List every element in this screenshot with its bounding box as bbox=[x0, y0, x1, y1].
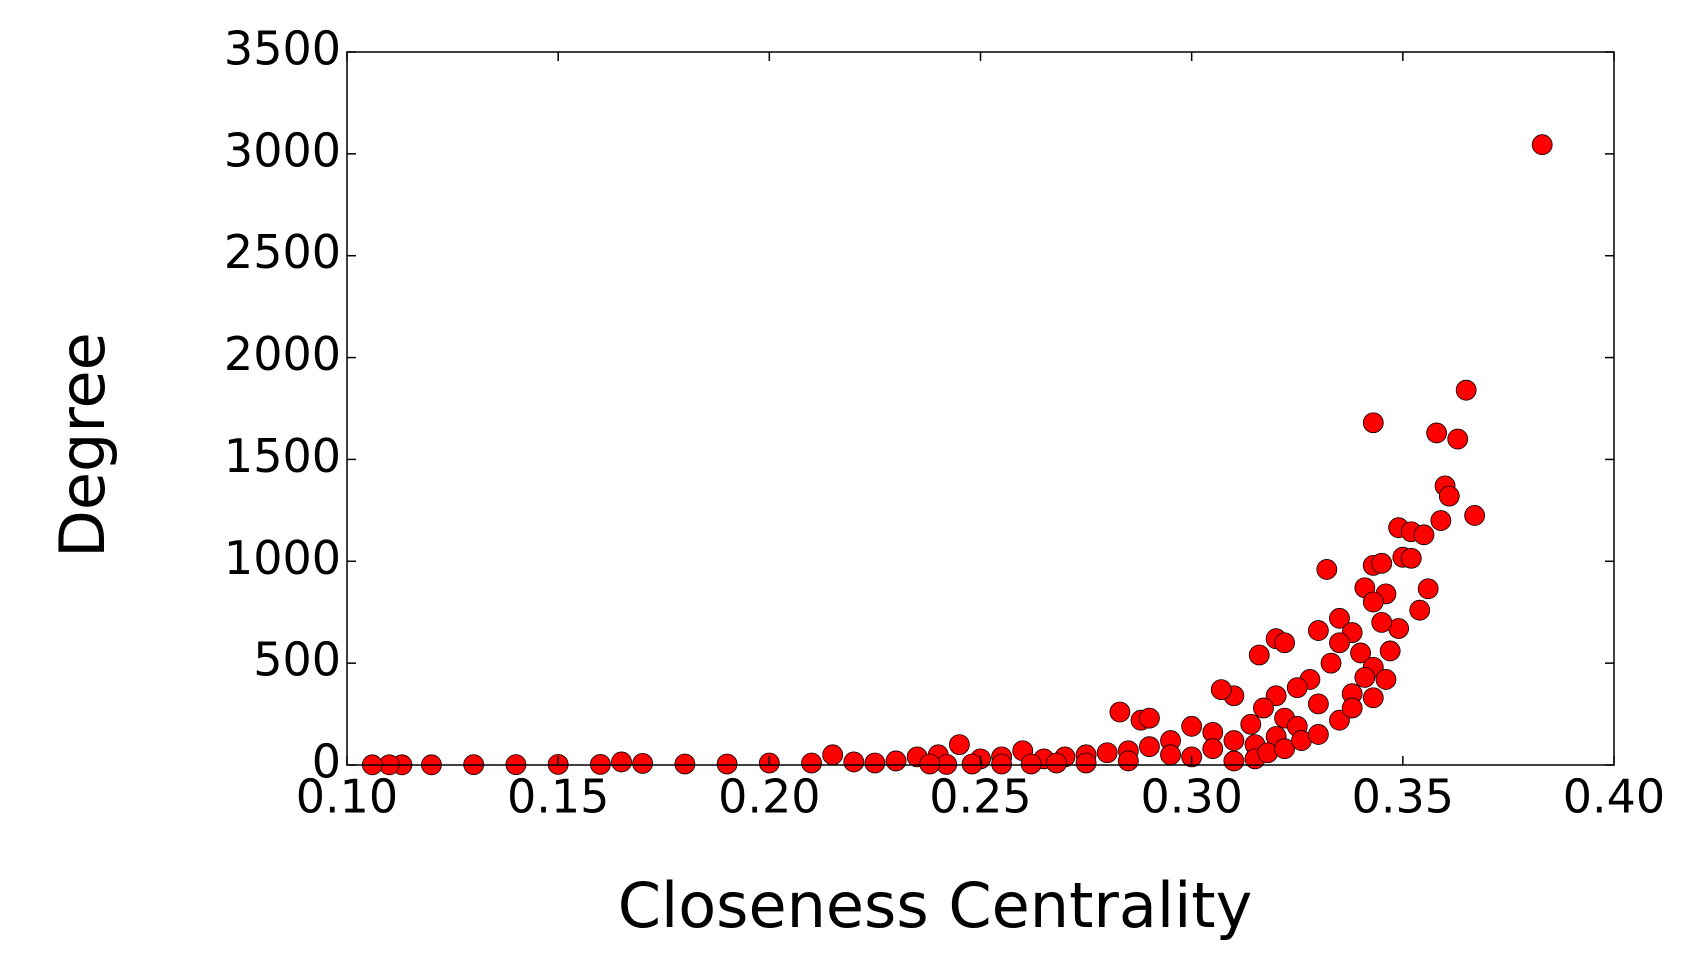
point bbox=[1160, 744, 1181, 766]
y-tick-label: 0 bbox=[312, 735, 341, 789]
point bbox=[1139, 707, 1160, 729]
x-tick-label: 0.40 bbox=[1563, 770, 1665, 824]
point bbox=[1464, 505, 1486, 526]
point bbox=[1020, 753, 1042, 775]
point bbox=[1202, 738, 1224, 760]
point bbox=[1430, 510, 1452, 531]
x-tick-label: 0.10 bbox=[296, 770, 398, 824]
point bbox=[1096, 742, 1118, 764]
point bbox=[1248, 644, 1270, 666]
axes-frame bbox=[346, 51, 1615, 766]
point bbox=[1109, 701, 1131, 723]
x-tick-label: 0.35 bbox=[1352, 770, 1454, 824]
point bbox=[1362, 591, 1384, 613]
point bbox=[1362, 687, 1384, 709]
point bbox=[961, 753, 983, 775]
point bbox=[864, 752, 886, 774]
point bbox=[991, 753, 1013, 775]
point bbox=[1329, 632, 1350, 654]
point bbox=[1413, 524, 1435, 546]
point bbox=[1455, 379, 1477, 401]
x-axis-label: Closeness Centrality bbox=[618, 869, 1253, 942]
point bbox=[1400, 547, 1422, 569]
point bbox=[801, 752, 822, 774]
point bbox=[1210, 679, 1232, 701]
y-tick-label: 500 bbox=[253, 633, 341, 687]
y-tick-label: 3000 bbox=[224, 123, 341, 177]
point bbox=[948, 734, 970, 756]
point bbox=[1075, 752, 1097, 774]
point bbox=[1274, 738, 1295, 760]
point bbox=[1181, 715, 1203, 737]
y-tick-label: 2000 bbox=[224, 327, 341, 381]
point bbox=[1046, 752, 1067, 774]
x-tick-label: 0.20 bbox=[718, 770, 820, 824]
point bbox=[1307, 620, 1329, 641]
point bbox=[1354, 667, 1376, 688]
point bbox=[1350, 642, 1371, 664]
point bbox=[1223, 750, 1245, 772]
point bbox=[1417, 578, 1439, 600]
point bbox=[1447, 428, 1469, 450]
point bbox=[1371, 552, 1393, 574]
point bbox=[843, 751, 865, 773]
point bbox=[632, 752, 654, 774]
point bbox=[1223, 730, 1245, 751]
point bbox=[1274, 632, 1295, 654]
point bbox=[1375, 669, 1397, 690]
ticks: 0.10 0.15 0.20 0.25 0.30 0.35 0.40 0 500 1000 1500… bbox=[224, 22, 1665, 824]
point bbox=[1316, 559, 1338, 580]
point bbox=[1341, 697, 1363, 719]
point bbox=[1139, 736, 1160, 758]
point bbox=[1253, 697, 1274, 719]
point bbox=[1240, 713, 1262, 735]
point bbox=[1371, 612, 1393, 633]
point bbox=[1329, 607, 1350, 629]
point bbox=[1531, 134, 1553, 156]
point bbox=[611, 751, 632, 773]
point bbox=[822, 744, 844, 766]
point bbox=[674, 753, 696, 775]
point bbox=[1320, 652, 1342, 674]
x-tick-label: 0.15 bbox=[507, 770, 609, 824]
point bbox=[1265, 685, 1287, 707]
point bbox=[716, 753, 738, 775]
x-tick-label: 0.30 bbox=[1140, 770, 1242, 824]
point bbox=[885, 750, 907, 772]
point bbox=[1307, 724, 1329, 745]
y-tick-label: 1500 bbox=[224, 429, 341, 483]
points bbox=[361, 134, 1553, 776]
point bbox=[1379, 640, 1401, 662]
point bbox=[1438, 485, 1460, 507]
point bbox=[1286, 677, 1308, 698]
point bbox=[1426, 422, 1448, 444]
point bbox=[1409, 599, 1431, 621]
point bbox=[1362, 412, 1384, 434]
x-tick-label: 0.25 bbox=[929, 770, 1031, 824]
y-axis-label: Degree bbox=[46, 332, 119, 558]
point bbox=[919, 753, 941, 775]
y-tick-label: 2500 bbox=[224, 225, 341, 279]
y-tick-label: 3500 bbox=[224, 22, 341, 76]
y-tick-label: 1000 bbox=[224, 531, 341, 585]
point bbox=[1329, 709, 1350, 731]
point bbox=[1117, 750, 1139, 772]
point bbox=[1307, 693, 1329, 715]
